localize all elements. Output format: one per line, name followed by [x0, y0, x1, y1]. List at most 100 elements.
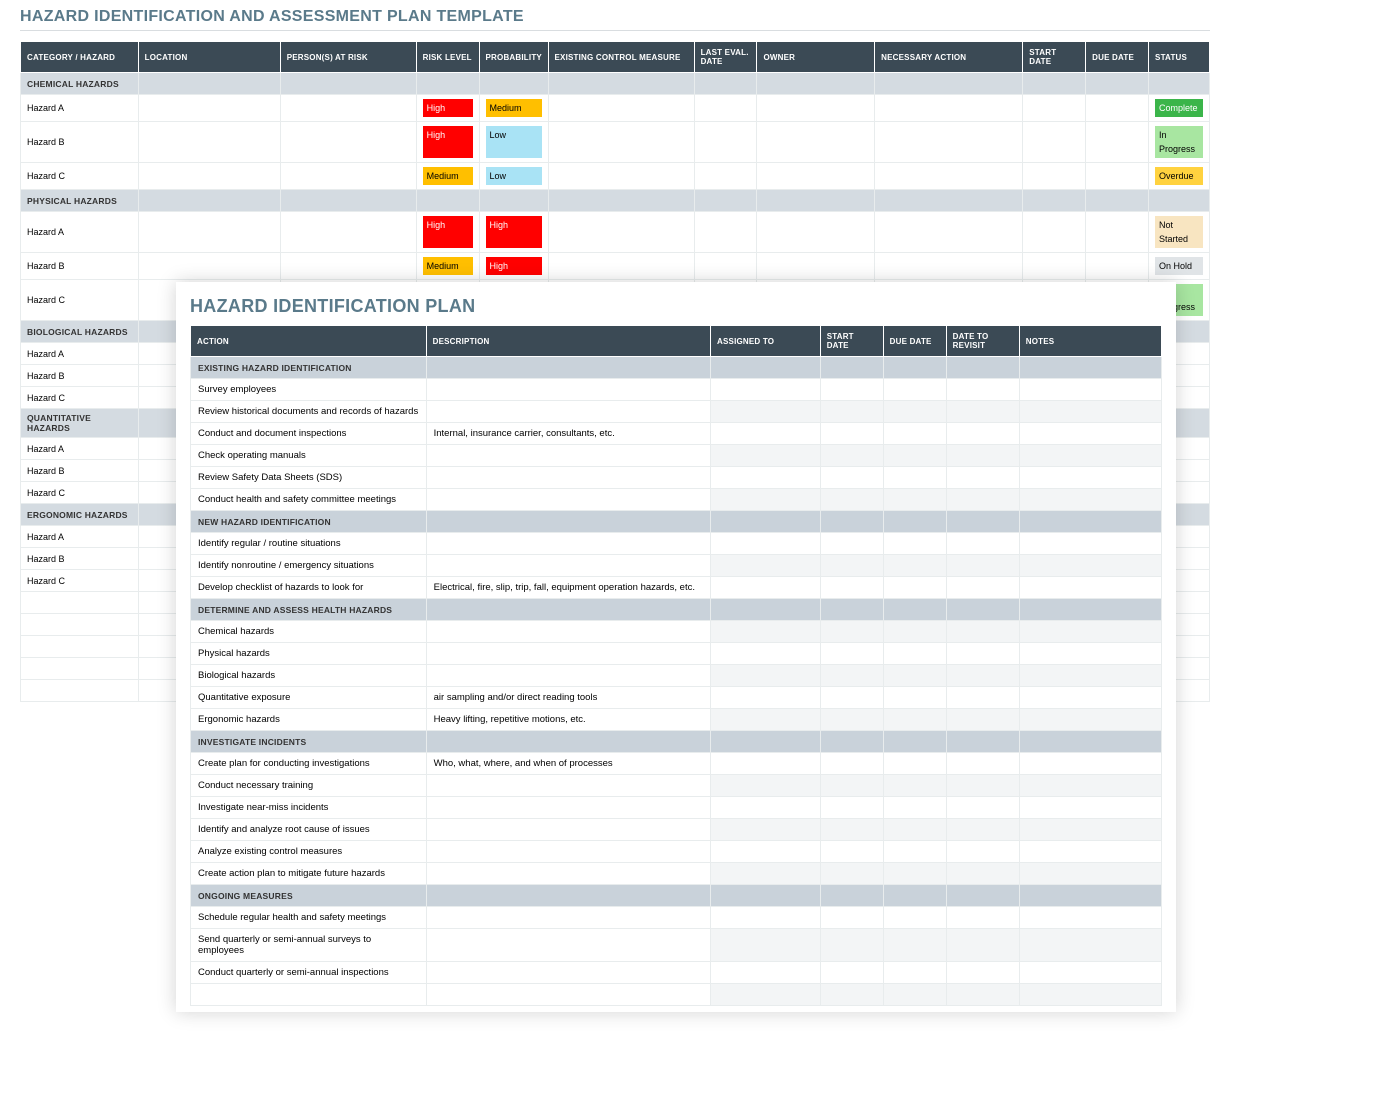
plan-cell[interactable] [820, 379, 883, 401]
plan-cell[interactable] [883, 555, 946, 577]
assessment-cell[interactable] [875, 95, 1023, 122]
plan-cell[interactable] [820, 533, 883, 555]
plan-cell[interactable] [820, 665, 883, 687]
plan-cell[interactable] [946, 841, 1019, 863]
assessment-cell[interactable]: Overdue [1149, 163, 1210, 190]
plan-cell[interactable] [946, 709, 1019, 731]
plan-cell[interactable] [946, 445, 1019, 467]
plan-cell[interactable] [883, 467, 946, 489]
plan-cell[interactable] [1019, 863, 1161, 885]
plan-cell[interactable] [946, 984, 1019, 1006]
plan-cell[interactable] [946, 753, 1019, 775]
plan-cell[interactable] [820, 423, 883, 445]
plan-cell[interactable] [883, 841, 946, 863]
plan-cell[interactable] [820, 687, 883, 709]
plan-cell[interactable]: Review Safety Data Sheets (SDS) [191, 467, 427, 489]
assessment-cell[interactable]: Hazard A [21, 438, 139, 460]
plan-cell[interactable] [820, 962, 883, 984]
plan-cell[interactable] [711, 962, 821, 984]
plan-cell[interactable]: Quantitative exposure [191, 687, 427, 709]
assessment-cell[interactable]: Hazard A [21, 343, 139, 365]
plan-cell[interactable]: Develop checklist of hazards to look for [191, 577, 427, 599]
plan-cell[interactable] [820, 863, 883, 885]
plan-cell[interactable] [946, 687, 1019, 709]
plan-cell[interactable]: Ergonomic hazards [191, 709, 427, 731]
plan-cell[interactable] [1019, 379, 1161, 401]
plan-cell[interactable] [820, 984, 883, 1006]
assessment-cell[interactable] [21, 658, 139, 680]
plan-cell[interactable]: Schedule regular health and safety meeti… [191, 907, 427, 929]
plan-cell[interactable] [711, 379, 821, 401]
plan-cell[interactable] [1019, 753, 1161, 775]
assessment-cell[interactable] [694, 163, 757, 190]
assessment-cell[interactable]: Hazard C [21, 163, 139, 190]
plan-cell[interactable] [426, 929, 710, 962]
plan-cell[interactable] [883, 445, 946, 467]
plan-cell[interactable] [1019, 929, 1161, 962]
plan-cell[interactable] [711, 753, 821, 775]
plan-cell[interactable] [1019, 401, 1161, 423]
plan-cell[interactable] [1019, 962, 1161, 984]
assessment-cell[interactable] [21, 636, 139, 658]
plan-cell[interactable]: Chemical hazards [191, 621, 427, 643]
assessment-cell[interactable] [875, 253, 1023, 280]
plan-cell[interactable]: Survey employees [191, 379, 427, 401]
plan-cell[interactable] [711, 577, 821, 599]
plan-cell[interactable]: Investigate near-miss incidents [191, 797, 427, 819]
assessment-cell[interactable] [548, 212, 694, 253]
plan-cell[interactable] [820, 841, 883, 863]
plan-cell[interactable] [946, 489, 1019, 511]
plan-cell[interactable] [946, 775, 1019, 797]
assessment-cell[interactable] [694, 95, 757, 122]
plan-cell[interactable] [711, 907, 821, 929]
plan-cell[interactable]: Review historical documents and records … [191, 401, 427, 423]
assessment-cell[interactable]: Complete [1149, 95, 1210, 122]
plan-cell[interactable] [711, 775, 821, 797]
assessment-cell[interactable]: High [416, 95, 479, 122]
plan-cell[interactable] [946, 907, 1019, 929]
plan-cell[interactable] [820, 907, 883, 929]
plan-cell[interactable] [883, 907, 946, 929]
assessment-cell[interactable] [1023, 163, 1086, 190]
plan-cell[interactable]: Send quarterly or semi-annual surveys to… [191, 929, 427, 962]
plan-cell[interactable]: Conduct quarterly or semi-annual inspect… [191, 962, 427, 984]
assessment-cell[interactable] [138, 163, 280, 190]
plan-cell[interactable]: Conduct health and safety committee meet… [191, 489, 427, 511]
plan-cell[interactable] [426, 467, 710, 489]
assessment-cell[interactable]: High [479, 253, 548, 280]
plan-cell[interactable] [711, 489, 821, 511]
plan-cell[interactable] [1019, 489, 1161, 511]
plan-cell[interactable] [1019, 775, 1161, 797]
assessment-cell[interactable] [875, 212, 1023, 253]
assessment-cell[interactable] [1086, 212, 1149, 253]
plan-cell[interactable] [1019, 423, 1161, 445]
assessment-cell[interactable]: Medium [416, 163, 479, 190]
assessment-cell[interactable] [280, 95, 416, 122]
plan-cell[interactable] [883, 709, 946, 731]
plan-cell[interactable] [711, 863, 821, 885]
plan-cell[interactable] [426, 533, 710, 555]
assessment-cell[interactable] [1023, 212, 1086, 253]
plan-cell[interactable] [711, 687, 821, 709]
assessment-cell[interactable]: Hazard B [21, 460, 139, 482]
plan-cell[interactable] [883, 753, 946, 775]
assessment-cell[interactable]: Medium [479, 95, 548, 122]
assessment-cell[interactable] [1023, 253, 1086, 280]
plan-cell[interactable]: Analyze existing control measures [191, 841, 427, 863]
assessment-cell[interactable] [1023, 122, 1086, 163]
assessment-cell[interactable]: Hazard B [21, 548, 139, 570]
plan-cell[interactable] [1019, 621, 1161, 643]
plan-cell[interactable] [711, 467, 821, 489]
plan-cell[interactable]: Identify regular / routine situations [191, 533, 427, 555]
plan-cell[interactable] [883, 621, 946, 643]
plan-cell[interactable] [946, 401, 1019, 423]
plan-cell[interactable] [1019, 907, 1161, 929]
plan-cell[interactable] [426, 401, 710, 423]
plan-cell[interactable] [426, 863, 710, 885]
plan-cell[interactable] [711, 819, 821, 841]
plan-cell[interactable] [426, 962, 710, 984]
plan-cell[interactable] [883, 962, 946, 984]
plan-cell[interactable] [820, 797, 883, 819]
plan-cell[interactable] [711, 621, 821, 643]
plan-cell[interactable] [426, 621, 710, 643]
